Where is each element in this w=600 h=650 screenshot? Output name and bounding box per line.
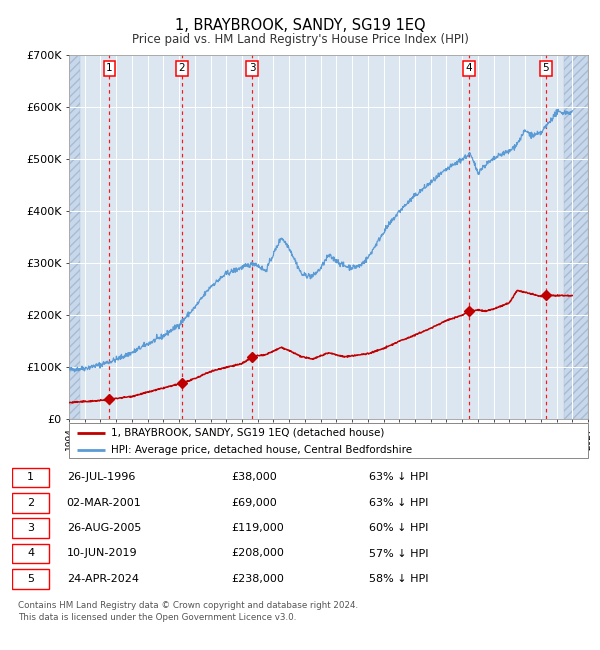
Text: 02-MAR-2001: 02-MAR-2001 (67, 498, 142, 508)
Text: Price paid vs. HM Land Registry's House Price Index (HPI): Price paid vs. HM Land Registry's House … (131, 32, 469, 46)
Text: 2: 2 (27, 498, 34, 508)
Text: 63% ↓ HPI: 63% ↓ HPI (369, 473, 428, 482)
FancyBboxPatch shape (12, 543, 49, 564)
Text: 58% ↓ HPI: 58% ↓ HPI (369, 574, 428, 584)
FancyBboxPatch shape (12, 518, 49, 538)
FancyBboxPatch shape (69, 422, 588, 458)
Text: 60% ↓ HPI: 60% ↓ HPI (369, 523, 428, 533)
Text: 1: 1 (106, 63, 113, 73)
Text: 26-AUG-2005: 26-AUG-2005 (67, 523, 141, 533)
Text: £38,000: £38,000 (231, 473, 277, 482)
Text: 4: 4 (466, 63, 472, 73)
Text: 1: 1 (27, 473, 34, 482)
Text: £69,000: £69,000 (231, 498, 277, 508)
Text: 3: 3 (27, 523, 34, 533)
Text: 5: 5 (542, 63, 549, 73)
Text: 1, BRAYBROOK, SANDY, SG19 1EQ (detached house): 1, BRAYBROOK, SANDY, SG19 1EQ (detached … (110, 428, 384, 437)
Text: £119,000: £119,000 (231, 523, 284, 533)
Text: £238,000: £238,000 (231, 574, 284, 584)
FancyBboxPatch shape (12, 569, 49, 589)
Text: HPI: Average price, detached house, Central Bedfordshire: HPI: Average price, detached house, Cent… (110, 445, 412, 456)
Text: 57% ↓ HPI: 57% ↓ HPI (369, 549, 428, 558)
Text: 10-JUN-2019: 10-JUN-2019 (67, 549, 137, 558)
Text: 1, BRAYBROOK, SANDY, SG19 1EQ: 1, BRAYBROOK, SANDY, SG19 1EQ (175, 18, 425, 33)
Text: 26-JUL-1996: 26-JUL-1996 (67, 473, 135, 482)
FancyBboxPatch shape (12, 493, 49, 513)
Text: 3: 3 (249, 63, 256, 73)
Text: Contains HM Land Registry data © Crown copyright and database right 2024.
This d: Contains HM Land Registry data © Crown c… (18, 601, 358, 622)
Text: 24-APR-2024: 24-APR-2024 (67, 574, 139, 584)
Text: 63% ↓ HPI: 63% ↓ HPI (369, 498, 428, 508)
FancyBboxPatch shape (12, 467, 49, 488)
Text: £208,000: £208,000 (231, 549, 284, 558)
Text: 2: 2 (178, 63, 185, 73)
Text: 4: 4 (27, 549, 34, 558)
Text: 5: 5 (27, 574, 34, 584)
